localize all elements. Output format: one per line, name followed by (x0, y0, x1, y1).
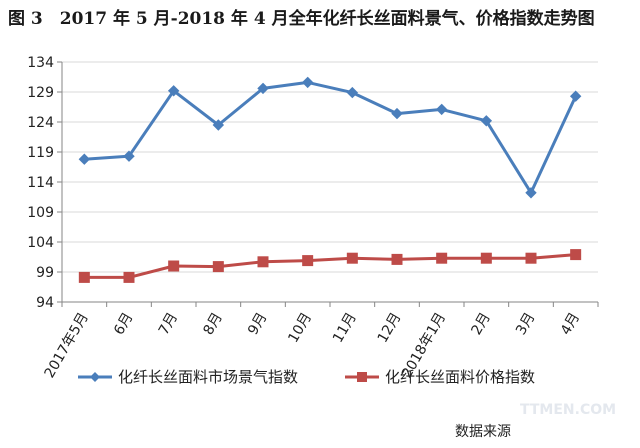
y-tick-label: 124 (27, 115, 54, 131)
legend-label: 化纤长丝面料市场景气指数 (118, 368, 298, 386)
data-point (123, 150, 135, 162)
y-tick-label: 114 (27, 175, 54, 191)
data-point (301, 76, 314, 89)
data-point (78, 271, 90, 283)
y-tick-label: 99 (36, 265, 54, 281)
data-point (569, 90, 582, 102)
x-tick-label: 11月 (330, 310, 360, 346)
x-tick-label: 12月 (375, 310, 405, 346)
data-point (525, 252, 537, 264)
data-point (480, 252, 492, 264)
source-label: 数据来源 (455, 424, 511, 440)
legend-item: 化纤长丝面料市场景气指数 (78, 368, 298, 386)
data-point (302, 255, 314, 267)
x-tick-label: 7月 (156, 310, 181, 338)
series-1 (78, 76, 582, 199)
data-point (570, 249, 582, 261)
axes (57, 61, 599, 307)
data-point (525, 187, 537, 199)
series (78, 76, 582, 283)
data-point (480, 115, 493, 127)
x-tick-label: 4月 (558, 310, 583, 338)
legend-marker (90, 372, 100, 382)
legend-marker (357, 372, 367, 382)
series-line (84, 80, 578, 195)
y-tick-label: 134 (27, 55, 54, 71)
data-point (257, 82, 269, 95)
x-tick-label: 6月 (111, 310, 136, 338)
watermark: TTMEN.COM (520, 402, 616, 418)
x-tick-label: 8月 (200, 310, 225, 338)
legend: 化纤长丝面料市场景气指数 化纤长丝面料价格指数 (78, 368, 535, 386)
y-tick-label: 119 (27, 145, 54, 161)
data-point (212, 119, 225, 131)
chart-title: 图 3 2017 年 5 月-2018 年 4 月全年化纤长丝面料景气、价格指数… (8, 8, 595, 29)
data-point (391, 107, 403, 120)
data-point (391, 253, 403, 265)
legend-label: 化纤长丝面料价格指数 (385, 368, 535, 386)
y-tick-label: 109 (27, 205, 54, 221)
series-2 (78, 249, 582, 283)
gridlines (62, 61, 598, 303)
data-point (78, 153, 91, 165)
y-tick-label: 94 (36, 295, 54, 311)
x-tick-label: 10月 (285, 310, 315, 346)
data-point (123, 271, 135, 283)
series-line (84, 253, 576, 279)
x-tick-label: 9月 (245, 310, 270, 338)
data-point (436, 252, 448, 264)
data-point (346, 86, 359, 99)
x-tick-label: 3月 (513, 310, 538, 338)
legend-item: 化纤长丝面料价格指数 (345, 368, 535, 386)
x-tick-label: 2017年5月 (42, 310, 92, 381)
data-point (212, 261, 224, 273)
data-point (168, 260, 180, 272)
data-point (346, 252, 358, 264)
y-axis-ticks: 94 99 104 109 114 119 124 129 134 (27, 55, 54, 311)
y-tick-label: 129 (27, 85, 54, 101)
data-point (435, 103, 448, 116)
y-tick-label: 104 (27, 235, 54, 251)
x-tick-label: 2月 (468, 310, 493, 338)
data-point (257, 256, 269, 268)
data-point (167, 85, 180, 97)
